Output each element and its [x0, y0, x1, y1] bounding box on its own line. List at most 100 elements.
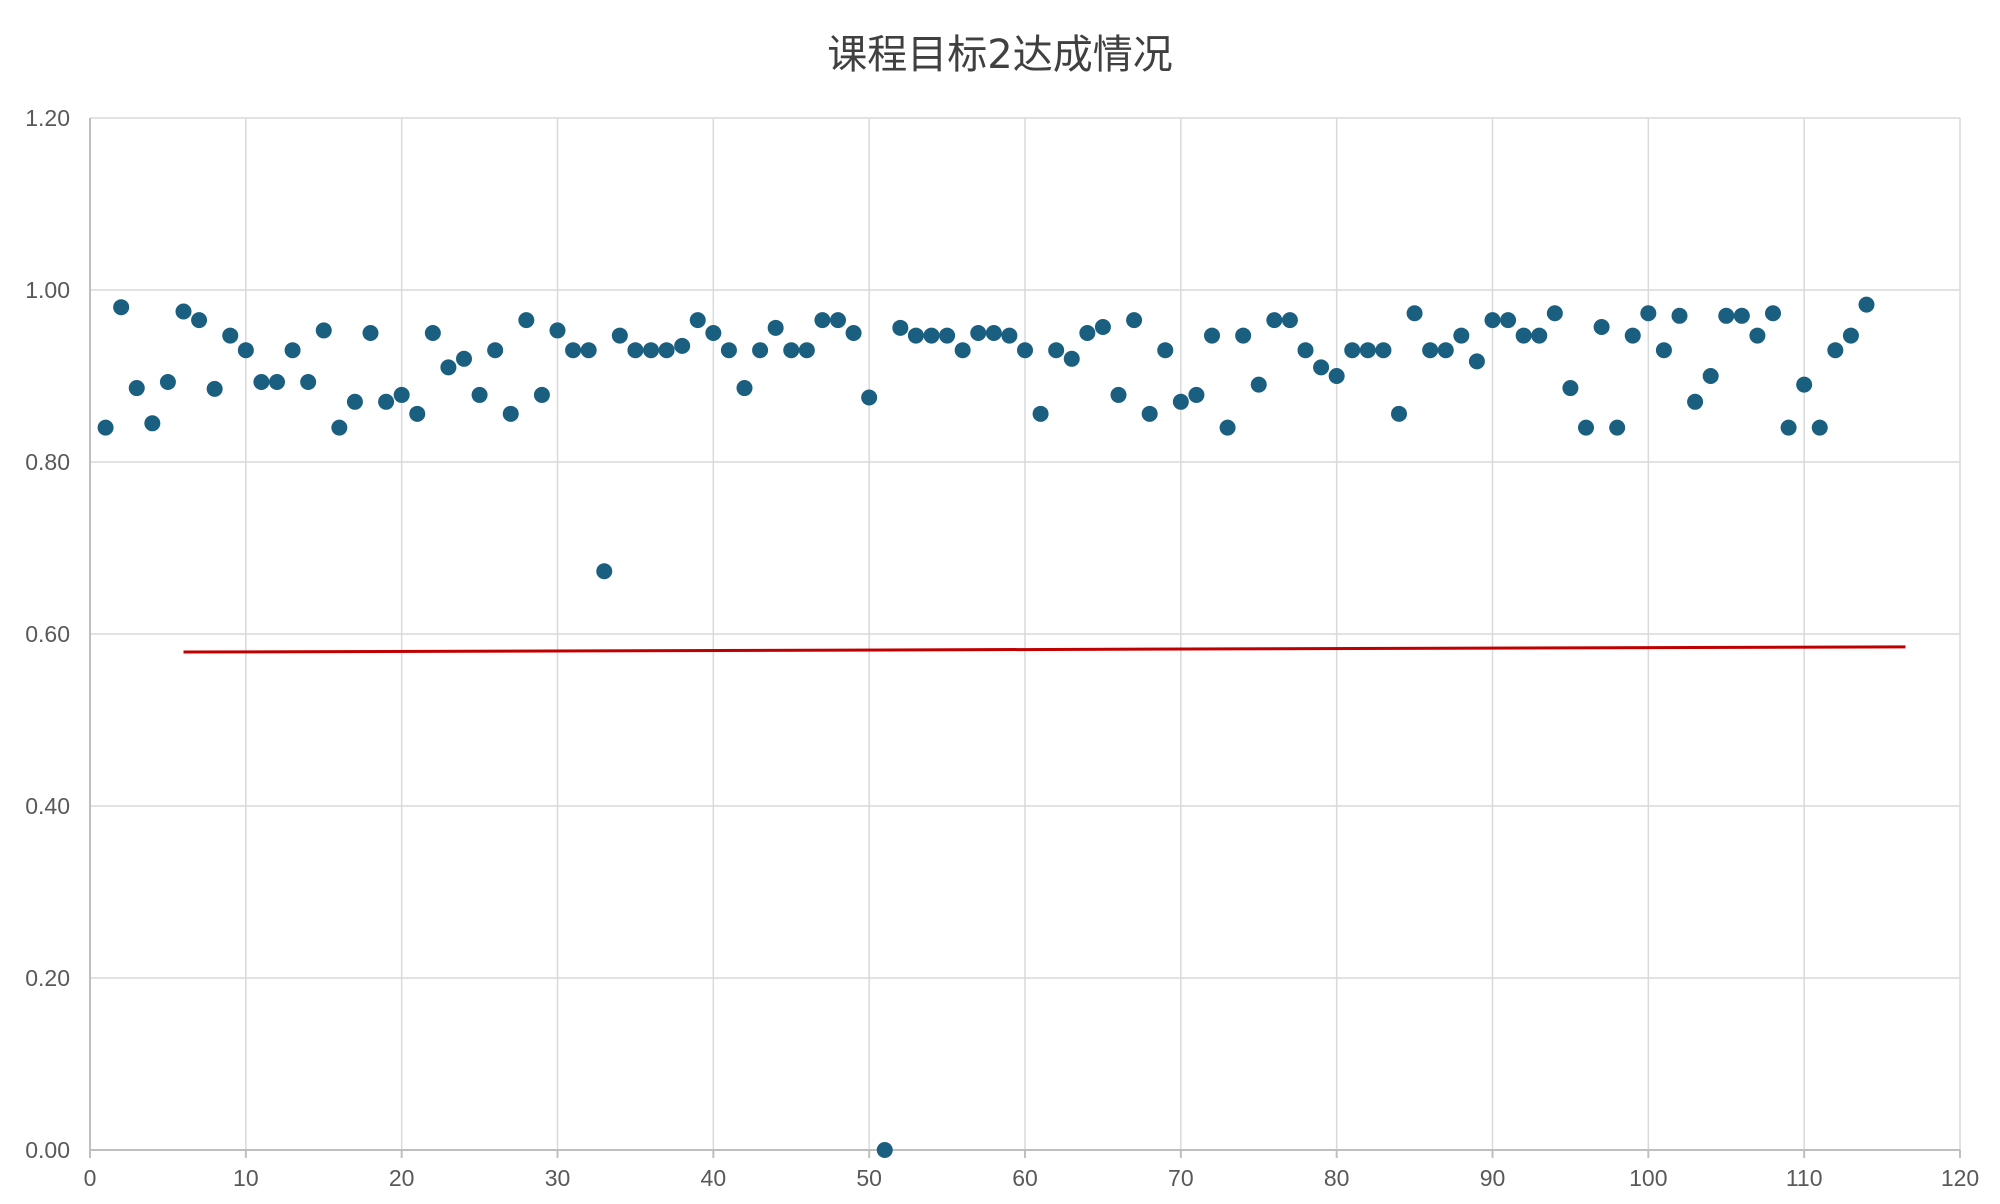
- data-point: [1375, 342, 1392, 359]
- data-point: [533, 386, 550, 403]
- data-point: [1749, 327, 1766, 344]
- data-point: [1811, 419, 1828, 436]
- data-point: [674, 337, 691, 354]
- data-point: [456, 350, 472, 367]
- data-point: [269, 374, 285, 391]
- x-tick-label: 0: [84, 1165, 97, 1191]
- data-point: [861, 389, 878, 406]
- x-tick-label: 80: [1324, 1165, 1350, 1191]
- data-point: [1796, 376, 1813, 393]
- data-point: [549, 322, 566, 339]
- data-point: [814, 312, 831, 329]
- data-point: [1780, 419, 1797, 436]
- data-point: [144, 415, 161, 432]
- data-point: [892, 319, 909, 336]
- x-tick-label: 30: [545, 1165, 571, 1191]
- data-point: [518, 312, 535, 329]
- data-point: [1313, 359, 1330, 376]
- data-point: [1359, 342, 1376, 359]
- data-point: [1593, 318, 1610, 335]
- data-point: [1157, 342, 1174, 359]
- data-point: [1297, 342, 1314, 359]
- data-point: [1063, 350, 1080, 367]
- data-point: [907, 327, 924, 344]
- data-point: [206, 380, 223, 397]
- data-point: [300, 374, 317, 391]
- data-point: [346, 393, 363, 410]
- data-point: [128, 380, 145, 397]
- data-point: [1515, 327, 1532, 344]
- data-point: [1110, 386, 1127, 403]
- data-point: [705, 325, 722, 341]
- data-point: [1687, 393, 1704, 410]
- data-point: [970, 325, 987, 341]
- y-tick-label: 0.60: [25, 621, 70, 647]
- data-point: [798, 342, 815, 359]
- data-point: [378, 393, 395, 410]
- data-point: [471, 386, 488, 403]
- data-point: [1718, 307, 1735, 324]
- data-point: [939, 327, 956, 344]
- data-point: [1484, 312, 1501, 329]
- data-point: [1422, 342, 1439, 359]
- data-point: [284, 342, 301, 359]
- data-point: [1079, 325, 1096, 341]
- data-point: [1126, 312, 1143, 329]
- data-point: [954, 342, 971, 359]
- data-point: [658, 342, 675, 359]
- data-point: [1017, 342, 1033, 359]
- data-point: [409, 405, 426, 422]
- x-tick-label: 120: [1941, 1165, 1979, 1191]
- x-tick-label: 60: [1012, 1165, 1038, 1191]
- data-point: [1204, 327, 1220, 344]
- chart-title: 课程目标2达成情况: [827, 32, 1173, 78]
- data-point: [1609, 419, 1626, 436]
- data-point: [830, 312, 846, 329]
- data-point: [331, 419, 348, 436]
- data-point: [1827, 342, 1844, 359]
- y-tick-label: 0.80: [25, 449, 70, 475]
- data-point: [1344, 342, 1361, 359]
- data-point: [1655, 342, 1672, 359]
- data-point: [1235, 327, 1252, 344]
- data-point: [1328, 368, 1345, 384]
- data-point: [1531, 327, 1548, 344]
- data-point: [1094, 318, 1111, 335]
- data-point: [487, 342, 504, 359]
- data-point: [253, 374, 270, 391]
- data-point: [1219, 419, 1236, 436]
- data-point: [393, 386, 410, 403]
- data-point: [1562, 380, 1579, 397]
- data-point: [222, 327, 239, 344]
- data-point: [1281, 312, 1298, 329]
- data-point: [1671, 307, 1688, 324]
- grid: [89, 117, 1961, 1151]
- data-point: [1842, 327, 1859, 344]
- x-tick-label: 100: [1629, 1165, 1667, 1191]
- data-point: [923, 327, 940, 344]
- data-point: [1765, 305, 1781, 322]
- data-point: [643, 342, 659, 359]
- data-point: [611, 327, 628, 344]
- x-tick-label: 50: [856, 1165, 882, 1191]
- data-point: [752, 342, 769, 359]
- tick-labels: 0 10 20 30 40 50 60 70 80 90 100 110 120 0.00 0.20 0.40…: [25, 105, 1979, 1191]
- data-point: [191, 312, 208, 329]
- data-point: [1702, 368, 1719, 384]
- threshold-line-layer: [183, 645, 1906, 654]
- y-tick-label: 0.40: [25, 793, 70, 819]
- data-point: [720, 342, 737, 359]
- data-point: [1500, 312, 1517, 329]
- data-point: [845, 325, 862, 341]
- data-point: [97, 419, 114, 436]
- data-point: [1250, 376, 1267, 393]
- data-point: [580, 342, 597, 359]
- axes: [89, 118, 1961, 1158]
- data-point: [237, 342, 254, 359]
- data-point: [1640, 305, 1657, 322]
- data-point: [1266, 312, 1283, 329]
- data-point: [440, 359, 457, 376]
- x-tick-label: 70: [1168, 1165, 1194, 1191]
